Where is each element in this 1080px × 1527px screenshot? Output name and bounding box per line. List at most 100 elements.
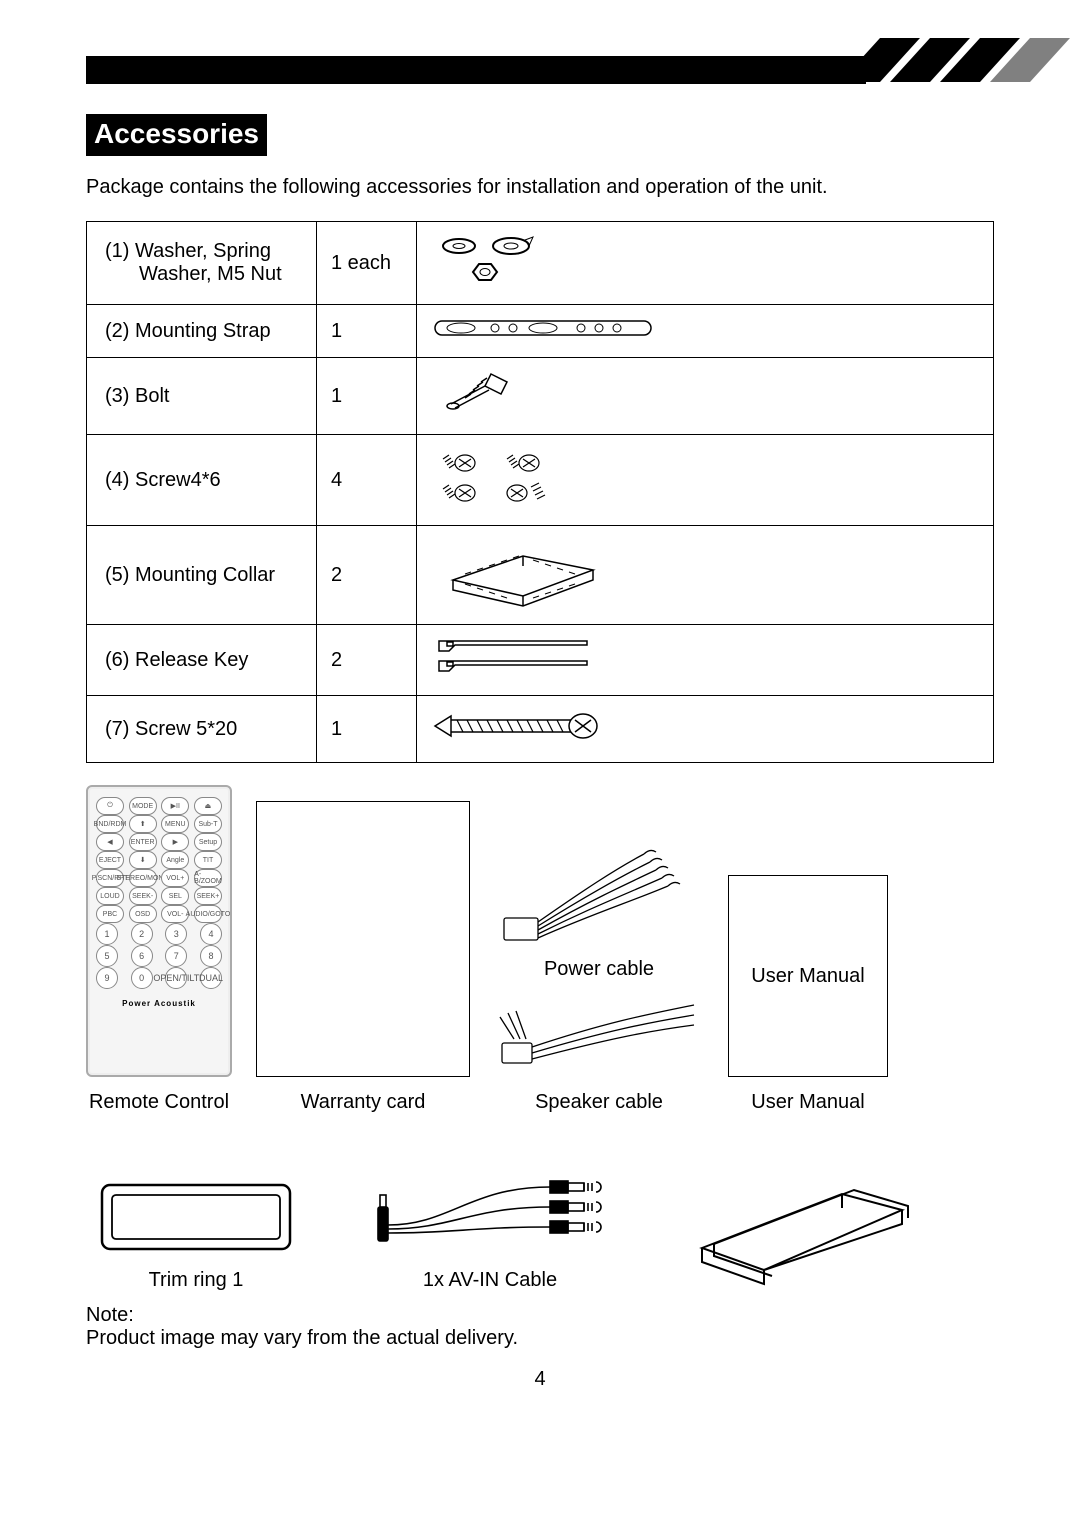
- mounting-collar-icon: [433, 536, 613, 608]
- remote-button: 1: [96, 923, 118, 945]
- remote-button: ⏻: [96, 797, 124, 815]
- item-name: (2) Mounting Strap: [87, 305, 317, 358]
- item-illustration: [417, 358, 994, 435]
- item-illustration: [417, 696, 994, 763]
- item-name: (1) Washer, Spring Washer, M5 Nut: [87, 222, 317, 305]
- item-illustration: [417, 222, 994, 305]
- remote-button: BND/RDM: [96, 815, 124, 833]
- intro-text: Package contains the following accessori…: [86, 176, 994, 199]
- remote-caption: Remote Control: [89, 1091, 229, 1114]
- included-items-row1: ⏻MODE▶II⏏BND/RDM⬆MENUSub-T◀ENTER▶SetupEJ…: [86, 785, 994, 1114]
- item-qty: 1: [317, 358, 417, 435]
- manual-box-text: User Manual: [751, 965, 864, 988]
- item-qty: 2: [317, 625, 417, 696]
- item-name-line2: Washer, M5 Nut: [105, 263, 302, 286]
- warranty-card-illustration: [256, 801, 470, 1077]
- remote-button: MODE: [129, 797, 157, 815]
- remote-button: DUAL: [200, 967, 222, 989]
- remote-button: ENTER: [129, 833, 157, 851]
- power-cable-icon: [494, 840, 704, 952]
- remote-button: SEEK+: [194, 887, 222, 905]
- table-row: (7) Screw 5*20 1: [87, 696, 994, 763]
- cables-card: Power cable Speaker cable: [494, 840, 704, 1114]
- table-row: (3) Bolt 1: [87, 358, 994, 435]
- item-illustration: [417, 305, 994, 358]
- remote-button: Setup: [194, 833, 222, 851]
- user-manual-card: User Manual User Manual: [728, 875, 888, 1114]
- item-qty: 1 each: [317, 222, 417, 305]
- sleeve-card: [684, 1152, 914, 1292]
- remote-button: Angle: [161, 851, 189, 869]
- item-qty: 4: [317, 435, 417, 526]
- av-cable-icon: [360, 1171, 620, 1259]
- remote-button-row: PBCOSDVOL-AUDIO/GOTO: [96, 905, 222, 923]
- remote-button-row: LOUDSEEK-SELSEEK+: [96, 887, 222, 905]
- remote-button-row: ◀ ENTER▶ Setup: [96, 833, 222, 851]
- av-cable-card: 1x AV-IN Cable: [360, 1171, 620, 1292]
- remote-brand-label: Power Acoustik: [96, 999, 222, 1008]
- note-label: Note:: [86, 1304, 994, 1327]
- bolt-icon: [433, 368, 523, 418]
- remote-button: MENU: [161, 815, 189, 833]
- remote-button: TIT: [194, 851, 222, 869]
- remote-button: 5: [96, 945, 118, 967]
- item-illustration: [417, 526, 994, 625]
- remote-button: ⬇: [129, 851, 157, 869]
- included-items-row2: Trim ring 1: [86, 1152, 994, 1292]
- remote-button: OSD: [129, 905, 157, 923]
- power-cable-label: Power cable: [544, 958, 654, 981]
- speaker-cable-icon: [494, 987, 704, 1077]
- table-row: (2) Mounting Strap 1: [87, 305, 994, 358]
- remote-button: PBC: [96, 905, 124, 923]
- remote-button: 4: [200, 923, 222, 945]
- item-qty: 1: [317, 696, 417, 763]
- item-qty: 2: [317, 526, 417, 625]
- remote-button: 0: [131, 967, 153, 989]
- trim-ring-icon: [96, 1177, 296, 1259]
- screws-icon: [433, 445, 573, 509]
- remote-button: ◀: [96, 833, 124, 851]
- remote-button: 8: [200, 945, 222, 967]
- remote-button: 9: [96, 967, 118, 989]
- item-name: (7) Screw 5*20: [87, 696, 317, 763]
- item-name: (5) Mounting Collar: [87, 526, 317, 625]
- user-manual-illustration: User Manual: [728, 875, 888, 1077]
- warranty-card: Warranty card: [256, 801, 470, 1114]
- warranty-caption: Warranty card: [301, 1091, 426, 1114]
- trim-ring-card: Trim ring 1: [96, 1177, 296, 1292]
- remote-button: STEREO/MONO: [129, 869, 157, 887]
- remote-button: 3: [165, 923, 187, 945]
- long-screw-icon: [433, 706, 603, 746]
- item-qty: 1: [317, 305, 417, 358]
- table-row: (1) Washer, Spring Washer, M5 Nut 1 each: [87, 222, 994, 305]
- remote-button-row: EJECT ⬇Angle TIT: [96, 851, 222, 869]
- remote-button: ▶II: [161, 797, 189, 815]
- washers-icon: [433, 232, 553, 288]
- item-name-line1: (1) Washer, Spring: [105, 240, 271, 262]
- item-name: (4) Screw4*6: [87, 435, 317, 526]
- manual-caption: User Manual: [751, 1091, 864, 1114]
- remote-button-row: ⏻ MODE▶II ⏏: [96, 797, 222, 815]
- item-name: (6) Release Key: [87, 625, 317, 696]
- item-illustration: [417, 435, 994, 526]
- table-row: (5) Mounting Collar 2: [87, 526, 994, 625]
- remote-button: AUDIO/GOTO: [194, 905, 222, 923]
- section-title: Accessories: [86, 114, 267, 156]
- remote-button: ⏏: [194, 797, 222, 815]
- page-number: 4: [86, 1368, 994, 1391]
- remote-button: EJECT: [96, 851, 124, 869]
- remote-button: 6: [131, 945, 153, 967]
- trim-ring-caption: Trim ring 1: [149, 1269, 244, 1292]
- remote-button: ▶: [161, 833, 189, 851]
- remote-button: OPEN/TILT: [165, 967, 187, 989]
- remote-button: VOL+: [161, 869, 189, 887]
- note-block: Note: Product image may vary from the ac…: [86, 1304, 994, 1350]
- remote-button-row: BND/RDM⬆MENUSub-T: [96, 815, 222, 833]
- remote-button: A-B/ZOOM: [194, 869, 222, 887]
- table-row: (6) Release Key 2: [87, 625, 994, 696]
- remote-button-row: P.SCN/RPTSTEREO/MONOVOL+A-B/ZOOM: [96, 869, 222, 887]
- item-name: (3) Bolt: [87, 358, 317, 435]
- remote-button: ⬆: [129, 815, 157, 833]
- item-illustration: [417, 625, 994, 696]
- av-cable-caption: 1x AV-IN Cable: [423, 1269, 557, 1292]
